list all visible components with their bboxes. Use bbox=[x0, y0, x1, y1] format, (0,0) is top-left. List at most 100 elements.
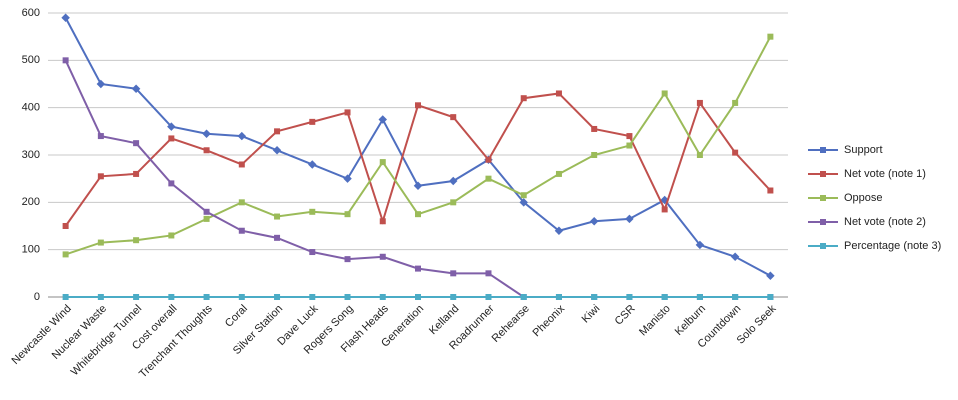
point-marker bbox=[203, 215, 210, 222]
point-marker bbox=[62, 57, 69, 64]
point-marker bbox=[766, 271, 775, 280]
x-tick-label: Manisto bbox=[637, 303, 673, 339]
point-marker bbox=[626, 294, 633, 300]
point-marker bbox=[62, 223, 69, 229]
legend-marker bbox=[820, 243, 826, 249]
point-marker bbox=[379, 253, 386, 260]
x-tick-label: Coral bbox=[223, 303, 250, 330]
point-marker bbox=[203, 147, 210, 154]
point-marker bbox=[62, 251, 69, 258]
point-marker bbox=[238, 227, 245, 234]
point-marker bbox=[133, 294, 140, 300]
point-marker bbox=[767, 187, 774, 194]
point-marker bbox=[555, 90, 562, 97]
x-tick-label: CSR bbox=[613, 303, 638, 328]
point-marker bbox=[308, 160, 317, 169]
point-marker bbox=[309, 249, 316, 256]
point-marker bbox=[274, 128, 281, 135]
point-marker bbox=[520, 192, 527, 199]
point-marker bbox=[415, 294, 421, 300]
point-marker bbox=[732, 99, 739, 106]
point-marker bbox=[450, 199, 457, 206]
point-marker bbox=[589, 217, 599, 226]
point-marker bbox=[274, 213, 281, 220]
point-marker bbox=[203, 294, 210, 300]
legend-label: Net vote (note 1) bbox=[844, 168, 926, 180]
point-marker bbox=[238, 294, 245, 300]
point-marker bbox=[237, 131, 247, 141]
point-marker bbox=[450, 114, 457, 121]
point-marker bbox=[415, 102, 421, 109]
point-marker bbox=[133, 140, 140, 147]
x-tick-label: Solo Seek bbox=[735, 302, 779, 346]
point-marker bbox=[415, 211, 421, 218]
point-marker bbox=[450, 294, 457, 300]
point-marker bbox=[272, 146, 282, 155]
y-tick-label: 200 bbox=[22, 196, 40, 208]
point-marker bbox=[131, 84, 141, 93]
point-marker bbox=[133, 170, 140, 177]
y-tick-label: 600 bbox=[22, 7, 40, 19]
point-marker bbox=[62, 294, 69, 300]
point-marker bbox=[168, 180, 175, 187]
point-marker bbox=[378, 115, 388, 124]
y-tick-label: 100 bbox=[22, 244, 40, 256]
point-marker bbox=[97, 239, 104, 246]
point-marker bbox=[661, 90, 668, 97]
legend-label: Oppose bbox=[844, 192, 883, 204]
point-marker bbox=[96, 79, 106, 89]
point-marker bbox=[485, 294, 492, 300]
x-tick-label: Pheonix bbox=[531, 302, 568, 339]
point-marker bbox=[732, 294, 739, 300]
point-marker bbox=[61, 13, 70, 22]
point-marker bbox=[625, 214, 634, 224]
point-marker bbox=[379, 159, 386, 166]
point-marker bbox=[448, 176, 458, 186]
point-marker bbox=[626, 142, 633, 149]
point-marker bbox=[167, 122, 176, 131]
y-tick-label: 0 bbox=[34, 291, 40, 303]
point-marker bbox=[379, 294, 386, 300]
legend-marker bbox=[820, 195, 826, 201]
point-marker bbox=[309, 294, 316, 300]
x-tick-label: Newcastle Wind bbox=[10, 303, 74, 367]
point-marker bbox=[555, 294, 562, 300]
point-marker bbox=[520, 95, 527, 102]
point-marker bbox=[344, 256, 351, 263]
point-marker bbox=[202, 129, 211, 138]
point-marker bbox=[309, 208, 316, 215]
x-tick-label: Kelland bbox=[427, 303, 461, 337]
point-marker bbox=[133, 237, 140, 244]
x-tick-label: Kiwi bbox=[580, 303, 603, 326]
point-marker bbox=[344, 294, 351, 300]
point-marker bbox=[696, 152, 703, 158]
legend-marker bbox=[820, 147, 826, 153]
point-marker bbox=[732, 149, 739, 156]
point-marker bbox=[168, 135, 175, 142]
y-tick-label: 300 bbox=[22, 149, 40, 161]
point-marker bbox=[379, 218, 386, 225]
point-marker bbox=[591, 294, 598, 300]
point-marker bbox=[415, 265, 421, 272]
point-marker bbox=[97, 294, 104, 300]
point-marker bbox=[344, 211, 351, 218]
legend-marker bbox=[820, 219, 826, 225]
x-tick-label: Rehearse bbox=[490, 303, 532, 345]
point-marker bbox=[450, 270, 457, 277]
point-marker bbox=[520, 294, 527, 300]
series-line bbox=[65, 36, 772, 256]
legend-marker bbox=[820, 171, 826, 177]
legend-label: Support bbox=[844, 144, 883, 156]
y-tick-label: 500 bbox=[22, 54, 40, 66]
legend-label: Percentage (note 3) bbox=[844, 240, 941, 252]
point-marker bbox=[591, 152, 598, 158]
point-marker bbox=[661, 206, 668, 213]
point-marker bbox=[485, 156, 492, 163]
point-marker bbox=[413, 181, 423, 191]
point-marker bbox=[274, 234, 281, 241]
point-marker bbox=[661, 294, 668, 300]
point-marker bbox=[309, 118, 316, 125]
point-marker bbox=[485, 270, 492, 277]
point-marker bbox=[696, 294, 703, 300]
